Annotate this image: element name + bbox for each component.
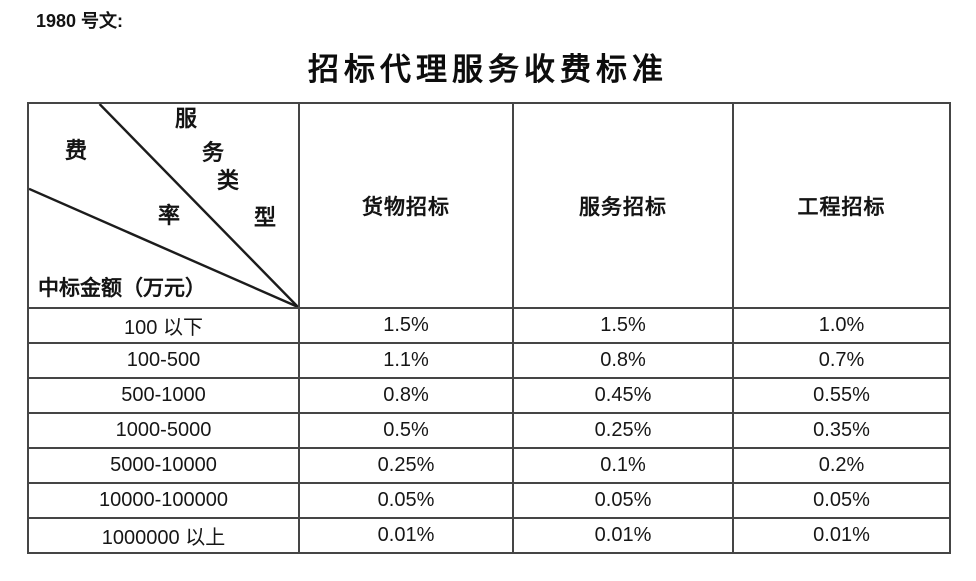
rate-cell: 0.45% xyxy=(512,377,734,414)
rate-cell: 0.01% xyxy=(298,517,514,554)
table-row: 5000-10000 0.25% 0.1% 0.2% xyxy=(27,447,951,484)
amount-range-cell: 5000-10000 xyxy=(27,447,300,484)
rate-cell: 1.5% xyxy=(298,307,514,344)
amount-range-cell: 100 以下 xyxy=(27,307,300,344)
amount-range-cell: 100-500 xyxy=(27,342,300,379)
rate-cell: 0.05% xyxy=(512,482,734,519)
rate-cell: 0.25% xyxy=(512,412,734,449)
table-row: 10000-100000 0.05% 0.05% 0.05% xyxy=(27,482,951,519)
table-row: 100 以下 1.5% 1.5% 1.0% xyxy=(27,307,951,344)
corner-label-rate-char: 率 xyxy=(158,203,181,228)
diagonal-lines xyxy=(29,104,298,307)
rate-cell: 0.55% xyxy=(732,377,951,414)
amount-range-cell: 10000-100000 xyxy=(27,482,300,519)
corner-label-fee-char: 费 xyxy=(65,138,88,163)
amount-axis-label: 中标金额（万元） xyxy=(38,276,206,300)
column-header-works: 工程招标 xyxy=(732,102,951,309)
rate-cell: 0.5% xyxy=(298,412,514,449)
column-header-services: 服务招标 xyxy=(512,102,734,309)
rate-cell: 0.1% xyxy=(512,447,734,484)
rate-cell: 0.05% xyxy=(298,482,514,519)
rate-cell: 0.2% xyxy=(732,447,951,484)
table-row: 1000000 以上 0.01% 0.01% 0.01% xyxy=(27,517,951,554)
corner-label-service-char-4: 型 xyxy=(254,205,277,230)
rate-cell: 0.01% xyxy=(512,517,734,554)
column-header-goods: 货物招标 xyxy=(298,102,514,309)
rate-cell: 0.8% xyxy=(298,377,514,414)
diagonal-header-cell: 费 率 服 务 类 型 中标金额（万元） xyxy=(27,102,300,309)
corner-label-service-char-1: 服 xyxy=(175,106,198,131)
rate-cell: 1.5% xyxy=(512,307,734,344)
amount-range-cell: 1000-5000 xyxy=(27,412,300,449)
table-row: 100-500 1.1% 0.8% 0.7% xyxy=(27,342,951,379)
corner-label-service-char-3: 类 xyxy=(217,168,240,193)
table-row: 1000-5000 0.5% 0.25% 0.35% xyxy=(27,412,951,449)
rate-cell: 0.25% xyxy=(298,447,514,484)
corner-label-service-char-2: 务 xyxy=(202,140,225,165)
rate-cell: 1.0% xyxy=(732,307,951,344)
rate-cell: 0.01% xyxy=(732,517,951,554)
rate-cell: 0.35% xyxy=(732,412,951,449)
rate-cell: 0.7% xyxy=(732,342,951,379)
amount-range-cell: 1000000 以上 xyxy=(27,517,300,554)
document-number-label: 1980 号文: xyxy=(36,11,124,31)
table-row: 500-1000 0.8% 0.45% 0.55% xyxy=(27,377,951,414)
page-title: 招标代理服务收费标准 xyxy=(308,52,668,87)
amount-range-cell: 500-1000 xyxy=(27,377,300,414)
fee-standard-table: 费 率 服 务 类 型 中标金额（万元） 货物招标 服务招标 工程招标 100 … xyxy=(27,102,951,554)
rate-cell: 1.1% xyxy=(298,342,514,379)
rate-cell: 0.8% xyxy=(512,342,734,379)
table-header-row: 费 率 服 务 类 型 中标金额（万元） 货物招标 服务招标 工程招标 xyxy=(27,102,951,309)
rate-cell: 0.05% xyxy=(732,482,951,519)
